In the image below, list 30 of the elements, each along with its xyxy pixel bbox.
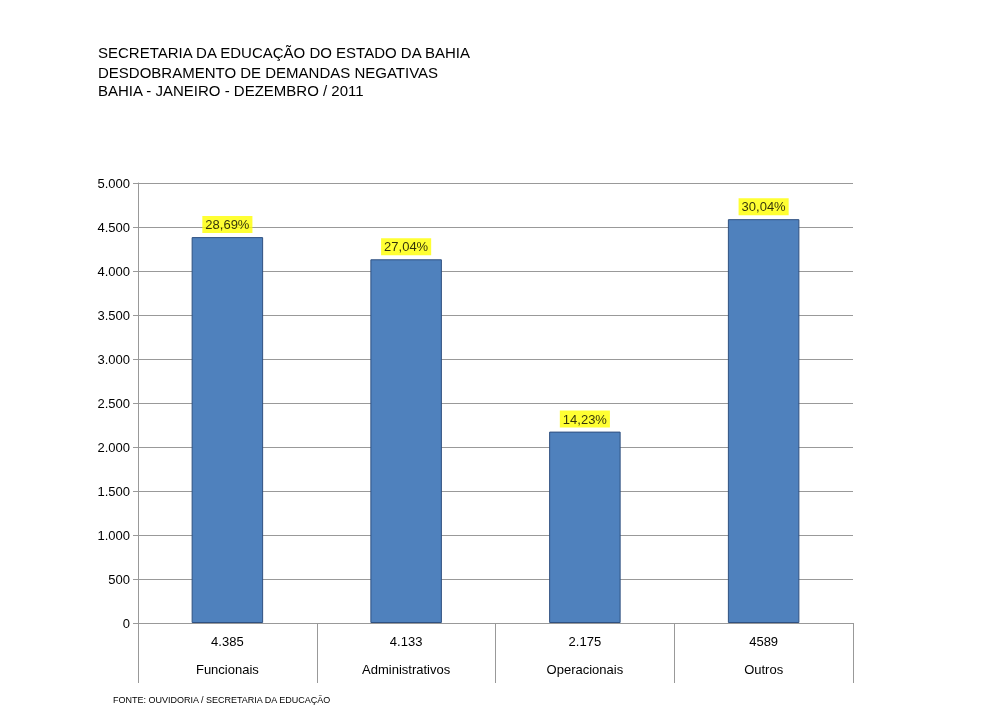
x-tick-label: Operacionais [546,662,624,677]
bar [191,237,264,623]
annotation: 28,69% [205,217,250,233]
chart-subtitle: DESDOBRAMENTO DE DEMANDAS NEGATIVAS BAHIA - JANEIRO - DEZEMBRO / 2011 [98,63,439,99]
x-tick-label: Administrativos [362,662,451,677]
bar [727,219,800,623]
source-note: FONTE: OUVIDORIA / SECRETARIA DA EDUCAÇÃO [113,694,331,705]
y-tick-label: 0 [122,615,130,631]
chart-title: SECRETARIA DA EDUCAÇÃO DO ESTADO DA BAHIA [98,43,471,61]
bar [370,259,442,623]
bar [549,431,621,623]
y-tick-label: 4.000 [97,263,130,279]
y-tick-label: 1.500 [97,483,130,499]
annotation: 14,23% [562,411,608,427]
y-tick-label: 5.000 [97,175,130,191]
x-tick-label: Outros [744,662,784,677]
annotation: 27,04% [384,239,429,255]
y-tick-label: 500 [108,571,130,587]
data-label: 4589 [749,634,779,649]
data-label: 4.385 [211,634,244,649]
x-tick-label: Funcionais [195,662,260,677]
y-tick-label: 4.500 [97,219,130,235]
y-tick-label: 1.000 [97,527,130,543]
y-tick-label: 3.500 [97,307,130,323]
y-tick-label: 3.000 [97,351,130,367]
data-label: 4.133 [389,634,423,649]
annotation: 30,04% [741,199,787,215]
y-tick-label: 2.000 [97,439,130,455]
data-label: 2.175 [568,634,602,649]
y-tick-label: 2.500 [97,395,130,411]
